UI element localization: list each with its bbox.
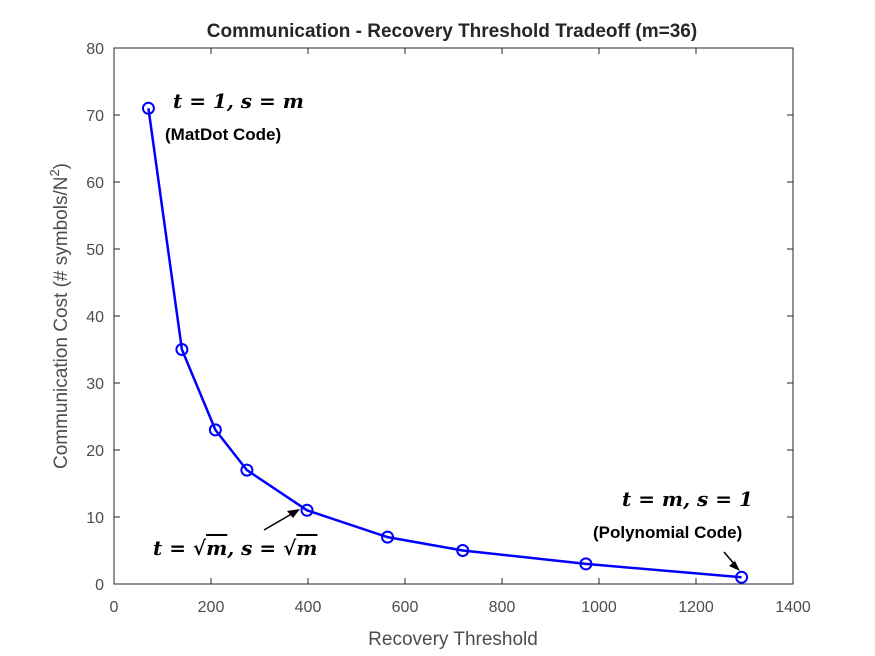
annotation-sqrt-symbol-2: √	[283, 536, 297, 560]
plot-area	[113, 47, 794, 585]
axis-ticks: 0 200 400 600 800 1000 1200 1400 0 10 20 30 40 50 60 70…	[86, 41, 811, 616]
data-point	[208, 423, 222, 437]
series-line	[147, 108, 742, 579]
annotation-sqrt-symbol-1: √	[193, 536, 207, 560]
data-point	[456, 544, 470, 557]
annotation-sqrt-s: , s =	[226, 536, 283, 560]
y-axis-label-end: )	[51, 163, 72, 169]
annotation-poly-math: t = m, s = 1	[622, 487, 753, 511]
y-tick-label: 10	[86, 510, 104, 527]
y-tick-label: 80	[86, 41, 104, 58]
data-point	[175, 343, 189, 356]
annotation-matdot-math: t = 1, s = m	[173, 89, 304, 113]
data-series	[147, 108, 742, 579]
y-tick-label: 60	[86, 175, 104, 192]
annotation-sqrt-arrow-line	[263, 511, 296, 531]
y-axis-label: Communication Cost (# symbols/N2)	[47, 163, 72, 469]
y-tick-label: 50	[86, 242, 104, 259]
y-tick-label: 20	[86, 443, 104, 460]
data-markers	[141, 101, 749, 584]
data-point	[141, 101, 155, 115]
annotation-poly-arrowhead	[729, 561, 740, 571]
annotation-sqrt-math: t = √m, s = √m	[153, 536, 317, 560]
data-point	[381, 530, 395, 544]
x-tick-label: 1000	[581, 599, 617, 616]
annotation-sqrt-var-1: m	[206, 536, 227, 560]
y-tick-label: 30	[86, 376, 104, 393]
annotation-matdot-label: (MatDot Code)	[165, 125, 281, 144]
data-point	[300, 503, 314, 517]
y-axis-label-main: Communication Cost (# symbols/N	[51, 177, 72, 469]
x-tick-label: 600	[392, 599, 419, 616]
x-axis-label: Recovery Threshold	[368, 629, 538, 650]
annotation-sqrt-arrowhead	[287, 509, 300, 518]
annotation-sqrt-var-2: m	[296, 536, 317, 560]
data-point	[579, 557, 593, 571]
y-axis-label-superscript: 2	[47, 169, 62, 176]
x-tick-label: 200	[198, 599, 225, 616]
data-point	[735, 570, 749, 584]
data-point	[240, 463, 254, 477]
x-tick-label: 1200	[678, 599, 714, 616]
x-tick-label: 0	[110, 599, 119, 616]
annotation-sqrt-t: t =	[153, 536, 193, 560]
annotation-poly-label: (Polynomial Code)	[593, 523, 742, 542]
y-tick-label: 70	[86, 108, 104, 125]
y-tick-label: 40	[86, 309, 104, 326]
y-tick-label: 0	[95, 577, 104, 594]
x-tick-label: 800	[489, 599, 516, 616]
chart-title: Communication - Recovery Threshold Trade…	[207, 21, 697, 42]
x-tick-label: 400	[295, 599, 322, 616]
x-tick-label: 1400	[775, 599, 811, 616]
